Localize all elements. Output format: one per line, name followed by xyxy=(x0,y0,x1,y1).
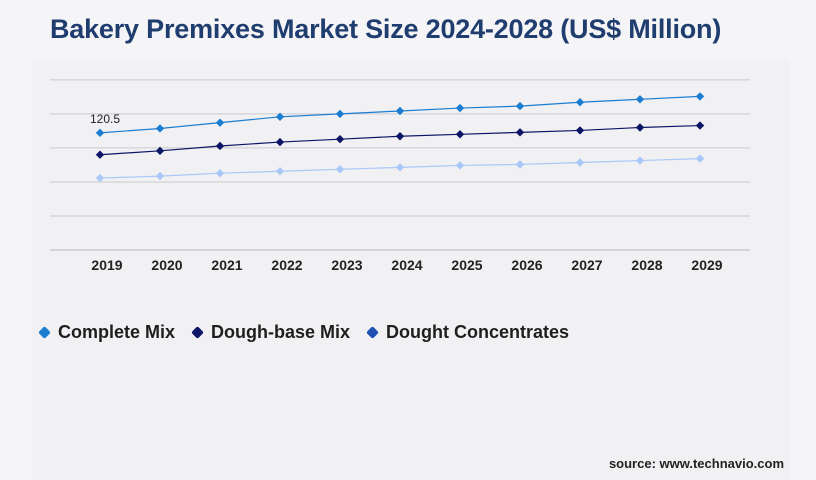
data-point-dough-base-mix xyxy=(575,126,585,135)
legend-label: Dought Concentrates xyxy=(386,322,570,342)
data-point-dough-base-mix xyxy=(455,130,465,139)
legend-marker-icon xyxy=(38,326,51,339)
data-point-dought-concentrates xyxy=(635,156,645,165)
data-point-dought-concentrates xyxy=(575,158,585,167)
x-tick-label: 2021 xyxy=(211,257,242,273)
data-point-complete-mix xyxy=(575,98,585,107)
data-point-dough-base-mix xyxy=(335,134,345,144)
data-point-dough-base-mix xyxy=(635,123,645,132)
data-point-dough-base-mix xyxy=(515,128,525,137)
data-point-complete-mix xyxy=(635,95,645,104)
data-point-dough-base-mix xyxy=(395,132,405,141)
data-point-complete-mix xyxy=(275,112,285,122)
x-tick-label: 2022 xyxy=(271,257,302,273)
data-point-complete-mix xyxy=(395,106,405,116)
data-point-dough-base-mix xyxy=(95,150,105,159)
data-point-dough-base-mix xyxy=(215,141,225,151)
data-point-complete-mix xyxy=(95,128,105,138)
data-point-dought-concentrates xyxy=(335,165,345,174)
data-point-complete-mix xyxy=(155,124,165,133)
legend-marker-icon xyxy=(366,326,379,339)
data-point-dought-concentrates xyxy=(395,163,405,172)
data-point-complete-mix xyxy=(455,103,465,113)
legend-label: Dough-base Mix xyxy=(211,322,351,342)
legend-item-dought-concentrates[interactable]: Dought Concentrates xyxy=(366,322,570,343)
legend-item-dough-base-mix[interactable]: Dough-base Mix xyxy=(191,322,351,343)
x-tick-label: 2029 xyxy=(691,257,722,273)
data-point-complete-mix xyxy=(335,109,345,119)
data-point-dought-concentrates xyxy=(95,173,105,183)
x-tick-label: 2025 xyxy=(451,257,482,273)
data-point-complete-mix xyxy=(695,92,705,101)
x-tick-label: 2027 xyxy=(571,257,602,273)
x-tick-label: 2023 xyxy=(331,257,362,273)
x-tick-label: 2026 xyxy=(511,257,542,273)
data-point-dought-concentrates xyxy=(275,167,285,176)
x-tick-label: 2028 xyxy=(631,257,662,273)
legend-marker-icon xyxy=(191,326,204,339)
data-point-dought-concentrates xyxy=(455,161,465,170)
data-point-dough-base-mix xyxy=(275,137,285,147)
legend-item-complete-mix[interactable]: Complete Mix xyxy=(38,322,176,343)
data-point-dought-concentrates xyxy=(215,168,225,178)
data-point-dought-concentrates xyxy=(695,154,705,163)
x-tick-label: 2020 xyxy=(151,257,182,273)
data-point-dought-concentrates xyxy=(515,160,525,169)
chart-legend: Complete Mix Dough-base Mix Dought Conce… xyxy=(38,322,587,343)
source-credit: source: www.technavio.com xyxy=(608,456,784,471)
data-point-dough-base-mix xyxy=(695,121,705,130)
line-chart: 2019 2020 2021 2022 2023 2024 2025 2026 2027 2028… xyxy=(50,79,750,273)
x-tick-label: 2024 xyxy=(391,257,422,273)
data-point-complete-mix xyxy=(215,118,225,127)
x-tick-label: 2019 xyxy=(91,257,122,273)
data-point-complete-mix xyxy=(515,101,525,111)
data-point-dought-concentrates xyxy=(155,171,165,181)
data-point-dough-base-mix xyxy=(155,146,165,156)
data-label: 120.5 xyxy=(90,112,120,126)
legend-label: Complete Mix xyxy=(58,322,176,342)
chart-title: Bakery Premixes Market Size 2024-2028 (U… xyxy=(50,14,722,44)
